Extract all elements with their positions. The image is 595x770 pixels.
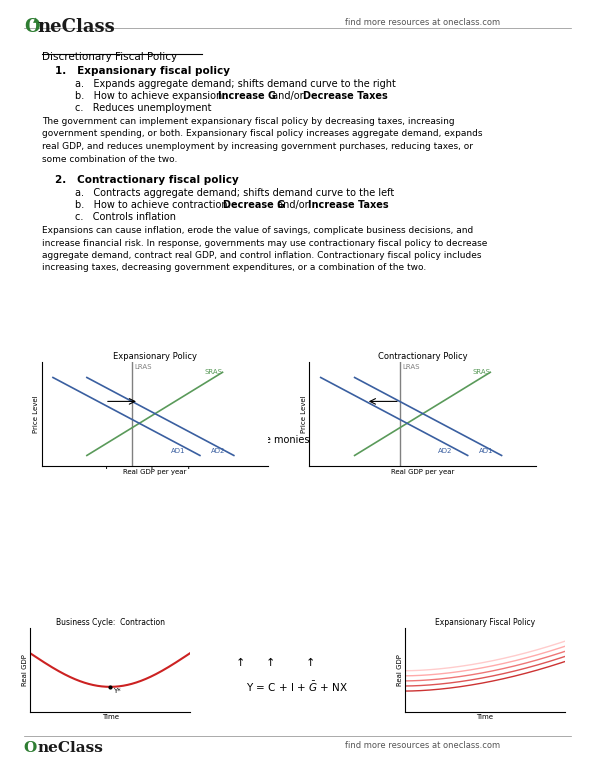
Text: O: O <box>24 741 37 755</box>
X-axis label: Time: Time <box>102 714 118 720</box>
Text: ↑: ↑ <box>266 658 275 668</box>
X-axis label: Time: Time <box>477 714 493 720</box>
Text: and/or: and/or <box>269 91 307 101</box>
Text: Y*: Y* <box>113 688 121 694</box>
Text: O: O <box>24 18 39 36</box>
Text: Increase Taxes: Increase Taxes <box>308 200 389 210</box>
Text: find more resources at oneclass.com: find more resources at oneclass.com <box>345 741 500 750</box>
Text: The government can implement expansionary fiscal policy by decreasing taxes, inc: The government can implement expansionar… <box>42 117 483 163</box>
Text: Increase G: Increase G <box>218 91 276 101</box>
Text: ▲: ▲ <box>33 17 38 23</box>
Text: Discretionary Fiscal Policy: Discretionary Fiscal Policy <box>42 52 177 62</box>
Text: neClass: neClass <box>37 18 115 36</box>
Text: 1.   Expansionary fiscal policy: 1. Expansionary fiscal policy <box>55 66 230 76</box>
Text: budget are their fiscal matters: budget are their fiscal matters <box>42 447 192 457</box>
Text: SRAS: SRAS <box>472 370 490 375</box>
Text: Decrease G: Decrease G <box>223 200 285 210</box>
Title: Business Cycle:  Contraction: Business Cycle: Contraction <box>55 618 165 627</box>
Y-axis label: Real GDP: Real GDP <box>23 654 29 686</box>
Text: ↑: ↑ <box>236 658 245 668</box>
Text: LRAS: LRAS <box>134 364 152 370</box>
Text: c.   Reduces unemployment: c. Reduces unemployment <box>75 103 211 113</box>
Title: Contractionary Policy: Contractionary Policy <box>378 352 467 361</box>
Text: Expansions can cause inflation, erode the value of savings, complicate business : Expansions can cause inflation, erode th… <box>42 226 487 273</box>
Text: a.   Contracts aggregate demand; shifts demand curve to the left: a. Contracts aggregate demand; shifts de… <box>75 188 394 198</box>
Text: find more resources at oneclass.com: find more resources at oneclass.com <box>345 18 500 28</box>
Text: **ΔAD = ΔExp. x Multiplier Exp.: **ΔAD = ΔExp. x Multiplier Exp. <box>42 459 196 469</box>
Text: AD1: AD1 <box>479 448 493 454</box>
Text: b.   How to achieve contraction:: b. How to achieve contraction: <box>75 200 234 210</box>
Text: LRAS: LRAS <box>402 364 419 370</box>
Text: SRAS: SRAS <box>205 370 223 375</box>
X-axis label: Real GDP per year: Real GDP per year <box>391 469 454 474</box>
Y-axis label: Price Level: Price Level <box>300 395 306 433</box>
Text: b.   How to achieve expansion:: b. How to achieve expansion: <box>75 91 228 101</box>
Text: a.   Expands aggregate demand; shifts demand curve to the right: a. Expands aggregate demand; shifts dema… <box>75 79 396 89</box>
Text: Decrease Taxes: Decrease Taxes <box>303 91 388 101</box>
Text: and/or: and/or <box>274 200 312 210</box>
Title: Expansionary Fiscal Policy: Expansionary Fiscal Policy <box>435 618 535 627</box>
Text: AD1: AD1 <box>171 448 185 454</box>
Title: Expansionary Policy: Expansionary Policy <box>112 352 197 361</box>
Text: Real GDP: Real GDP <box>265 640 330 653</box>
X-axis label: Real GDP per year: Real GDP per year <box>123 469 186 474</box>
Text: Y = C + I + $\bar{G}$ + NX: Y = C + I + $\bar{G}$ + NX <box>246 680 349 694</box>
Text: 2.   Contractionary fiscal policy: 2. Contractionary fiscal policy <box>55 175 239 185</box>
Y-axis label: Price Level: Price Level <box>33 395 39 433</box>
Text: c.   Controls inflation: c. Controls inflation <box>75 212 176 222</box>
Text: AD2: AD2 <box>211 448 226 454</box>
Y-axis label: Real GDP: Real GDP <box>397 654 403 686</box>
Text: ↑: ↑ <box>305 658 315 668</box>
Text: **Involves all the monies coming in and all the monies going out of the economy;: **Involves all the monies coming in and … <box>42 435 493 445</box>
Text: AD2: AD2 <box>439 448 453 454</box>
Text: neClass: neClass <box>37 741 104 755</box>
